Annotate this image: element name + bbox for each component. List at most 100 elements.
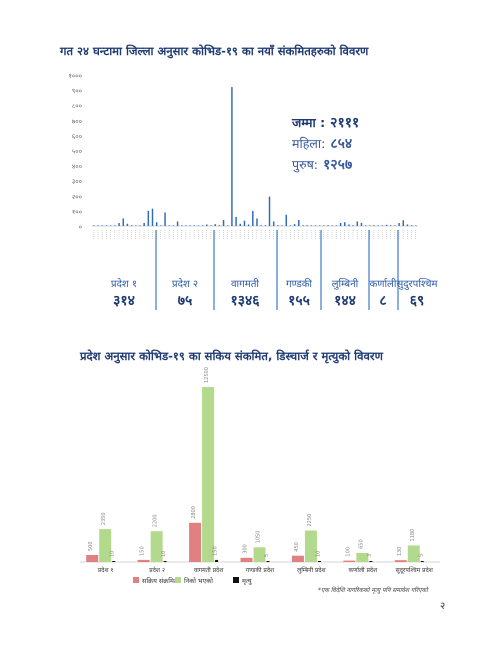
district-bar — [135, 225, 137, 226]
district-bar — [344, 222, 346, 226]
bar-value-label: 1050 — [256, 531, 262, 544]
province-bar — [150, 531, 163, 562]
province-bar — [253, 547, 266, 562]
y-tick-label: ६०० — [72, 132, 82, 140]
district-bar — [143, 222, 145, 226]
province-bar — [394, 560, 407, 562]
bar-value-label: 3 — [367, 554, 373, 557]
district-bar — [318, 225, 321, 226]
male-value: १२५७ — [323, 157, 353, 173]
summary-box: जम्मा : २१११ महिला: ८५४ पुरुष: १२५७ — [292, 112, 359, 175]
province-bar — [356, 552, 369, 562]
province-value: ३१४ — [113, 293, 135, 309]
bar-value-label: 12500 — [204, 367, 210, 383]
category-label: कर्णाली प्रदेश — [348, 566, 378, 574]
bar-value-label: 5 — [264, 554, 270, 557]
district-bar — [126, 223, 129, 226]
district-bar — [360, 222, 363, 226]
legend-swatch — [175, 577, 181, 583]
district-bar — [410, 225, 413, 226]
district-bar — [385, 224, 388, 226]
district-bar — [415, 225, 417, 226]
district-bar — [339, 222, 342, 226]
bar-value-label: 450 — [294, 542, 300, 552]
bar-value-label: 300 — [243, 544, 249, 554]
page-number: २ — [440, 601, 446, 612]
district-bar — [252, 210, 254, 226]
district-bar — [226, 225, 229, 226]
bar-value-label: 150 — [213, 546, 219, 556]
y-tick-label: ९०० — [72, 87, 82, 95]
district-bar — [201, 225, 204, 226]
district-bar — [289, 225, 292, 226]
district-bar — [406, 224, 409, 226]
province-bar — [137, 559, 150, 562]
province-value: ८ — [379, 293, 387, 309]
district-bar — [210, 225, 212, 226]
district-bar — [281, 225, 283, 226]
district-bar — [327, 225, 329, 226]
total-label: जम्मा : — [292, 115, 326, 130]
bar-value-label: 2250 — [307, 514, 313, 527]
province-bar — [163, 561, 167, 562]
district-bar — [243, 220, 246, 226]
district-bar — [185, 225, 187, 226]
province-bar — [304, 530, 317, 562]
district-bar — [197, 225, 200, 226]
district-bar — [369, 225, 371, 226]
district-bar — [331, 225, 333, 226]
district-bar — [181, 225, 183, 226]
district-bar — [160, 225, 162, 226]
bar-value-label: 2800 — [191, 506, 197, 519]
bar-value-label: 10 — [161, 551, 167, 557]
bar-value-label: 2200 — [153, 514, 159, 527]
y-tick-label: ४०० — [72, 163, 82, 171]
bar-value-label: 10 — [110, 551, 116, 557]
district-bar — [97, 225, 99, 226]
female-value: ८५४ — [330, 136, 353, 152]
y-tick-label: २०० — [72, 193, 82, 201]
total-value: २१११ — [330, 115, 360, 131]
bar-value-label: 5 — [418, 554, 424, 557]
district-bar — [147, 210, 150, 226]
district-bar — [235, 216, 237, 226]
province-name: प्रदेश २ — [171, 279, 199, 290]
district-bar — [272, 221, 275, 226]
female-label: महिला: — [292, 136, 326, 151]
bar-value-label: 130 — [397, 547, 403, 557]
male-label: पुरुष: — [292, 157, 319, 172]
province-bar — [407, 545, 420, 562]
district-bar — [130, 225, 133, 226]
district-bar — [306, 225, 308, 226]
district-bar — [394, 225, 396, 226]
y-tick-label: ५०० — [72, 148, 82, 156]
district-bar — [335, 225, 338, 226]
district-bar — [314, 225, 317, 226]
district-bar — [402, 220, 404, 226]
district-bar — [176, 221, 179, 226]
district-bar — [139, 225, 141, 226]
province-bar — [112, 561, 116, 562]
district-bar — [298, 219, 300, 226]
province-bar — [266, 561, 270, 562]
province-name: प्रदेश १ — [110, 279, 138, 290]
district-bar — [193, 225, 196, 226]
y-tick-label: ८०० — [72, 102, 82, 110]
province-bar — [99, 529, 112, 562]
province-bar — [240, 557, 253, 562]
district-bar — [206, 224, 208, 226]
bar-value-label: 650 — [358, 539, 364, 549]
province-bar — [215, 559, 219, 562]
district-bar — [277, 225, 279, 226]
y-tick-label: ० — [79, 223, 82, 231]
district-bar — [218, 225, 221, 226]
district-bar — [118, 222, 120, 226]
province-bar — [343, 560, 356, 562]
district-bar — [293, 224, 296, 226]
district-bar — [356, 221, 359, 226]
district-bar — [231, 87, 233, 226]
province-name: लुम्बिनी — [331, 279, 359, 290]
district-bar — [114, 225, 116, 226]
province-bar — [86, 555, 99, 562]
district-bar — [109, 225, 112, 226]
